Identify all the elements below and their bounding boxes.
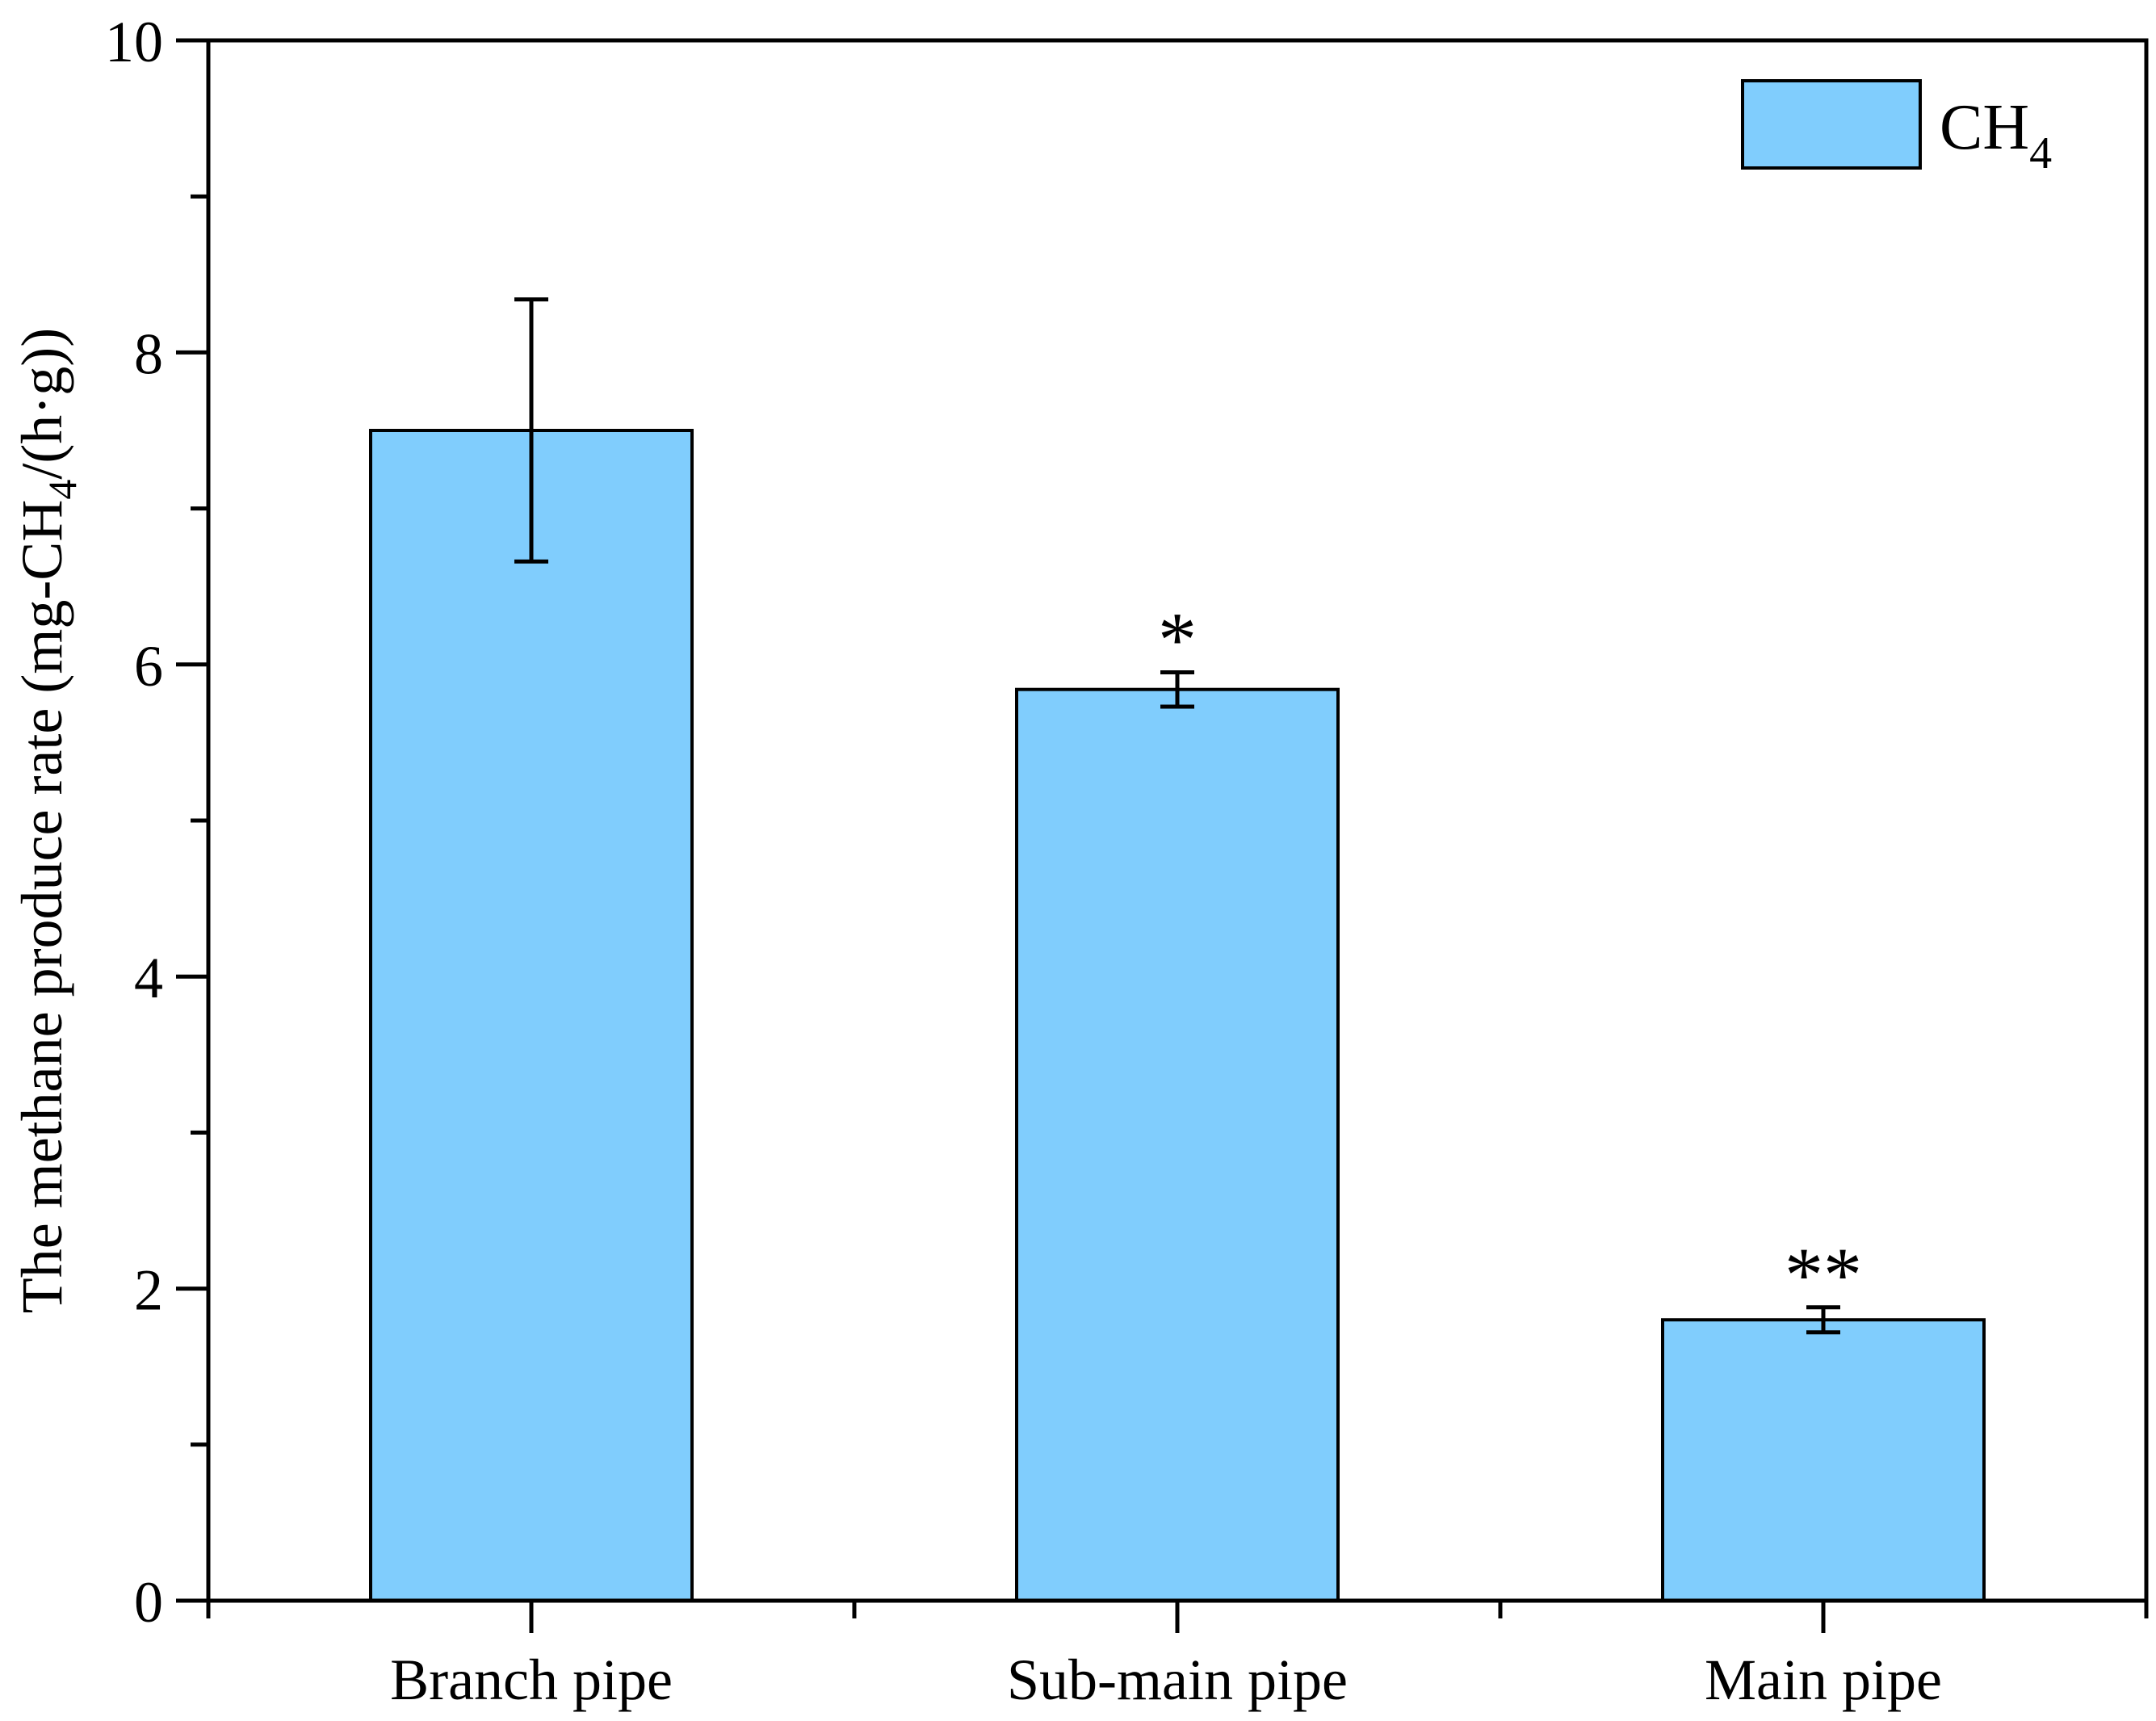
y-tick-label-2: 4 xyxy=(134,946,163,1010)
y-axis-ticks: 0 2 4 6 8 10 xyxy=(105,10,208,1635)
bar-2 xyxy=(1661,1318,1986,1602)
annotations-layer: *** xyxy=(1158,596,1862,1317)
legend: CH4 xyxy=(1741,79,2052,178)
y-axis-label-prefix: The methane produce rate (mg-CH xyxy=(10,500,74,1314)
x-tick-label-0: Branch pipe xyxy=(390,1648,673,1712)
legend-label-main: CH xyxy=(1940,92,2029,163)
error-bars-layer xyxy=(514,297,1840,1335)
bar-0 xyxy=(369,429,694,1602)
y-axis-label-suffix: /(h·g)) xyxy=(10,328,74,480)
x-tick-label-2: Main pipe xyxy=(1705,1648,1942,1712)
bar-1 xyxy=(1015,687,1340,1602)
significance-mark-2: ** xyxy=(1785,1232,1862,1318)
y-tick-label-1: 2 xyxy=(134,1258,163,1323)
y-tick-label-4: 8 xyxy=(134,321,163,386)
legend-label: CH4 xyxy=(1940,92,2052,178)
legend-label-subscript: 4 xyxy=(2029,128,2052,178)
y-tick-label-3: 6 xyxy=(134,634,163,699)
y-tick-label-5: 10 xyxy=(105,10,163,74)
y-axis-label: The methane produce rate (mg-CH4/(h·g)) xyxy=(10,328,85,1314)
significance-mark-1: * xyxy=(1158,596,1197,682)
legend-swatch xyxy=(1741,79,1922,170)
x-axis-ticks: Branch pipe Sub-main pipe Main pipe xyxy=(206,1601,2149,1712)
y-tick-label-0: 0 xyxy=(134,1570,163,1635)
y-axis-label-subscript: 4 xyxy=(40,480,85,500)
x-tick-label-1: Sub-main pipe xyxy=(1007,1648,1348,1712)
